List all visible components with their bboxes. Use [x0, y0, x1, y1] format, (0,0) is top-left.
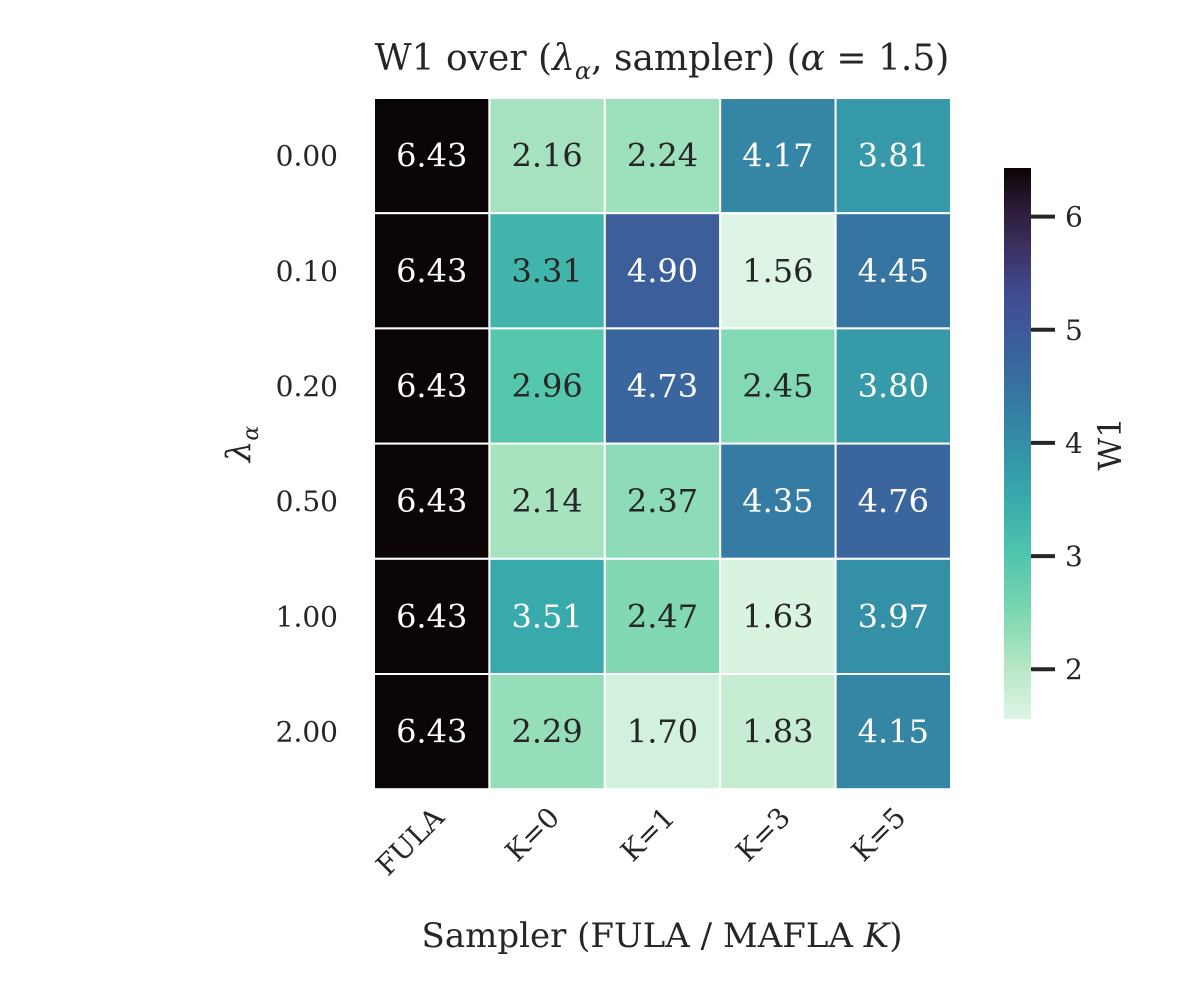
cell-value-label: 4.17 [742, 137, 813, 175]
cell-value-label: 3.80 [858, 367, 929, 405]
colorbar-label: W1 [1091, 417, 1129, 470]
heatmap-cell [488, 673, 606, 791]
cell-value-label: 3.51 [511, 597, 582, 635]
cell-value-label: 6.43 [396, 482, 467, 520]
heatmap-cell [373, 557, 491, 675]
cell-value-label: 1.83 [742, 713, 813, 751]
heatmap-cell [834, 557, 952, 675]
cell-value-label: 6.43 [396, 137, 467, 175]
cell-value-label: 1.63 [742, 597, 813, 635]
cell-value-label: 2.96 [511, 367, 582, 405]
x-tick-label: K=5 [845, 801, 912, 868]
x-axis-label: Sampler (FULA / MAFLA K) [422, 916, 903, 956]
x-tick-label: K=1 [614, 801, 681, 868]
y-tick-label: 2.00 [276, 716, 338, 749]
y-tick-label: 0.00 [276, 140, 338, 173]
cell-value-label: 4.45 [858, 252, 929, 290]
cell-value-label: 4.90 [627, 252, 698, 290]
heatmap-cell [488, 97, 606, 215]
heatmap-cell [603, 97, 722, 215]
colorbar-tick-label: 4 [1065, 427, 1083, 460]
heatmap-cell [488, 557, 606, 675]
heatmap-cell [719, 442, 837, 560]
colorbar-tick-label: 3 [1065, 540, 1083, 573]
colorbar-tick-label: 5 [1065, 314, 1083, 347]
y-tick-labels: 0.00 0.10 0.20 0.50 1.00 2.00 [276, 140, 338, 749]
cell-value-label: 4.76 [858, 482, 929, 520]
cell-value-label: 4.73 [627, 367, 698, 405]
x-tick-label: FULA [369, 800, 451, 882]
cell-value-label: 1.70 [627, 713, 698, 751]
heatmap-cell [373, 97, 491, 215]
heatmap-cell [603, 557, 722, 675]
heatmap-cell [719, 673, 837, 791]
cell-value-label: 2.24 [627, 137, 698, 175]
cell-value-label: 4.35 [742, 482, 813, 520]
x-tick-labels: FULA K=0 K=1 K=3 K=5 [369, 800, 912, 882]
y-tick-label: 0.10 [276, 255, 338, 288]
y-tick-label: 0.50 [276, 485, 338, 518]
cell-value-label: 2.29 [511, 713, 582, 751]
heatmap-cell [488, 442, 606, 560]
cell-value-label: 1.56 [742, 252, 813, 290]
y-axis-label: λα [219, 426, 264, 465]
heatmap-cell [834, 212, 952, 330]
heatmap-cell [373, 442, 491, 560]
cell-value-label: 2.37 [627, 482, 698, 520]
cell-value-label: 2.16 [511, 137, 582, 175]
cell-value-label: 6.43 [396, 597, 467, 635]
colorbar-tick-label: 2 [1065, 653, 1083, 686]
heatmap-cell [603, 212, 722, 330]
cell-value-label: 2.14 [511, 482, 582, 520]
colorbar [1004, 168, 1031, 719]
heatmap-cell [719, 327, 837, 445]
heatmap-cell [373, 212, 491, 330]
cell-value-label: 6.43 [396, 713, 467, 751]
cell-value-label: 3.97 [858, 597, 929, 635]
cell-value-label: 3.31 [511, 252, 582, 290]
heatmap-cell [488, 327, 606, 445]
cell-value-label: 2.45 [742, 367, 813, 405]
heatmap-cell [603, 442, 722, 560]
cell-value-label: 6.43 [396, 367, 467, 405]
cell-value-label: 6.43 [396, 252, 467, 290]
heatmap-cell [834, 442, 952, 560]
x-tick-label: K=0 [499, 801, 566, 868]
cell-value-label: 2.47 [627, 597, 698, 635]
chart-title: W1 over (λα, sampler) (α = 1.5) [375, 38, 950, 85]
cell-value-label: 4.15 [858, 713, 929, 751]
heatmap-cell [834, 673, 952, 791]
heatmap-cells: 6.43 2.16 2.24 4.17 3.81 6.43 3.31 4.90 1.56 4.45… [373, 97, 952, 791]
x-tick-label: K=3 [730, 801, 797, 868]
heatmap-cell [603, 673, 722, 791]
y-tick-label: 1.00 [276, 600, 338, 633]
colorbar-tick-label: 6 [1065, 201, 1083, 234]
y-tick-label: 0.20 [276, 370, 338, 403]
cell-value-label: 3.81 [858, 137, 929, 175]
colorbar-ticks: 2 3 4 5 6 [1031, 201, 1083, 686]
